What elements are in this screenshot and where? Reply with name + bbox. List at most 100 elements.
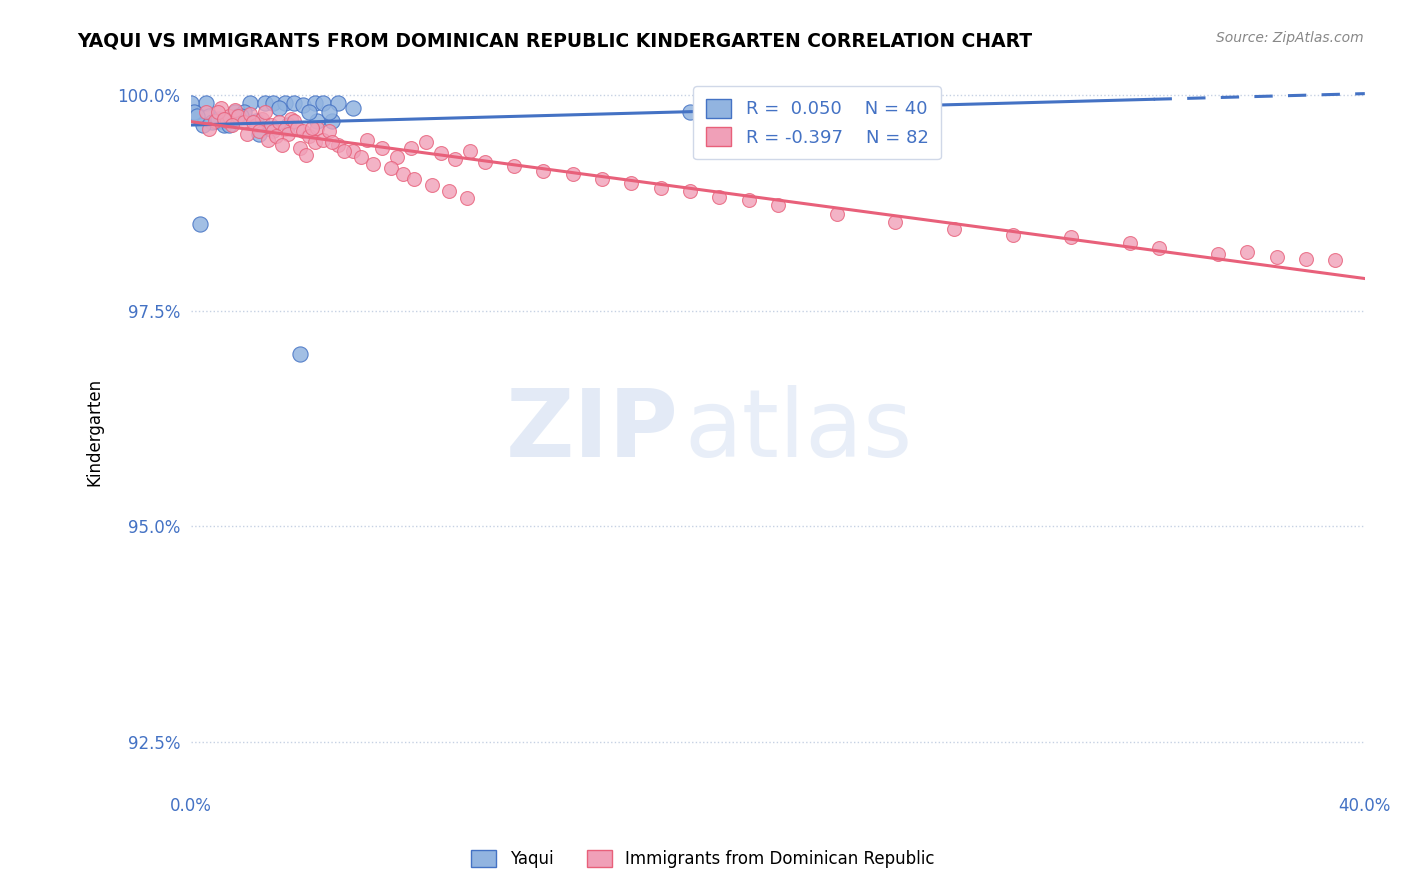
Point — [294, 148, 316, 162]
Point — [458, 144, 481, 158]
Point — [221, 118, 243, 132]
Point — [188, 217, 211, 231]
Text: Source: ZipAtlas.com: Source: ZipAtlas.com — [1216, 31, 1364, 45]
Point — [738, 101, 761, 115]
Point — [269, 115, 291, 129]
Point — [1206, 247, 1229, 261]
Point — [356, 133, 378, 147]
Point — [401, 141, 423, 155]
Point — [262, 96, 284, 111]
Point — [224, 105, 246, 120]
Point — [456, 191, 478, 205]
Point — [226, 109, 249, 123]
Point — [247, 127, 270, 141]
Point — [277, 127, 299, 141]
Point — [385, 150, 408, 164]
Point — [307, 120, 329, 135]
Point — [198, 109, 221, 123]
Point — [207, 105, 229, 120]
Point — [1324, 253, 1347, 268]
Legend: R =  0.050    N = 40, R = -0.397    N = 82: R = 0.050 N = 40, R = -0.397 N = 82 — [693, 87, 941, 160]
Text: atlas: atlas — [685, 385, 912, 477]
Point — [204, 113, 226, 128]
Point — [766, 198, 789, 212]
Point — [242, 115, 264, 129]
Point — [342, 101, 364, 115]
Point — [298, 129, 321, 144]
Point — [262, 124, 284, 138]
Point — [245, 118, 267, 132]
Point — [218, 109, 240, 123]
Point — [561, 167, 583, 181]
Point — [274, 122, 297, 136]
Point — [304, 96, 326, 111]
Point — [1060, 230, 1083, 244]
Point — [1119, 236, 1142, 251]
Point — [318, 124, 340, 138]
Point — [180, 96, 202, 111]
Point — [288, 141, 311, 155]
Point — [312, 133, 335, 147]
Point — [280, 112, 302, 126]
Point — [283, 113, 305, 128]
Point — [738, 193, 761, 207]
Point — [709, 189, 731, 203]
Point — [307, 113, 329, 128]
Y-axis label: Kindergarten: Kindergarten — [86, 377, 103, 485]
Point — [247, 124, 270, 138]
Point — [239, 96, 262, 111]
Point — [245, 113, 267, 128]
Point — [444, 153, 467, 167]
Point — [266, 129, 288, 144]
Point — [503, 159, 526, 173]
Point — [186, 109, 208, 123]
Point — [825, 207, 848, 221]
Point — [391, 167, 413, 181]
Point — [1149, 241, 1171, 255]
Point — [439, 185, 461, 199]
Point — [420, 178, 443, 193]
Point — [212, 118, 235, 132]
Point — [943, 221, 966, 235]
Point — [333, 144, 356, 158]
Point — [650, 181, 672, 195]
Point — [209, 113, 232, 128]
Point — [215, 113, 238, 128]
Point — [183, 105, 205, 120]
Point — [884, 215, 907, 229]
Point — [321, 135, 343, 149]
Point — [204, 113, 226, 128]
Point — [1295, 252, 1317, 266]
Point — [380, 161, 402, 175]
Point — [194, 105, 217, 120]
Point — [342, 144, 364, 158]
Point — [531, 163, 554, 178]
Text: YAQUI VS IMMIGRANTS FROM DOMINICAN REPUBLIC KINDERGARTEN CORRELATION CHART: YAQUI VS IMMIGRANTS FROM DOMINICAN REPUB… — [77, 31, 1032, 50]
Point — [215, 113, 238, 128]
Point — [283, 96, 305, 111]
Point — [620, 176, 643, 190]
Point — [259, 118, 281, 132]
Point — [298, 105, 321, 120]
Text: ZIP: ZIP — [505, 385, 678, 477]
Point — [277, 118, 299, 132]
Point — [239, 106, 262, 120]
Point — [291, 124, 314, 138]
Point — [233, 105, 256, 120]
Point — [474, 155, 496, 169]
Point — [226, 109, 249, 123]
Legend: Yaqui, Immigrants from Dominican Republic: Yaqui, Immigrants from Dominican Republi… — [465, 843, 941, 875]
Point — [321, 113, 343, 128]
Point — [253, 105, 276, 120]
Point — [371, 141, 394, 155]
Point — [1001, 227, 1024, 242]
Point — [318, 105, 340, 120]
Point — [201, 115, 224, 129]
Point — [304, 135, 326, 149]
Point — [269, 101, 291, 115]
Point — [198, 122, 221, 136]
Point — [285, 120, 308, 135]
Point — [271, 137, 294, 152]
Point — [326, 96, 349, 111]
Point — [209, 101, 232, 115]
